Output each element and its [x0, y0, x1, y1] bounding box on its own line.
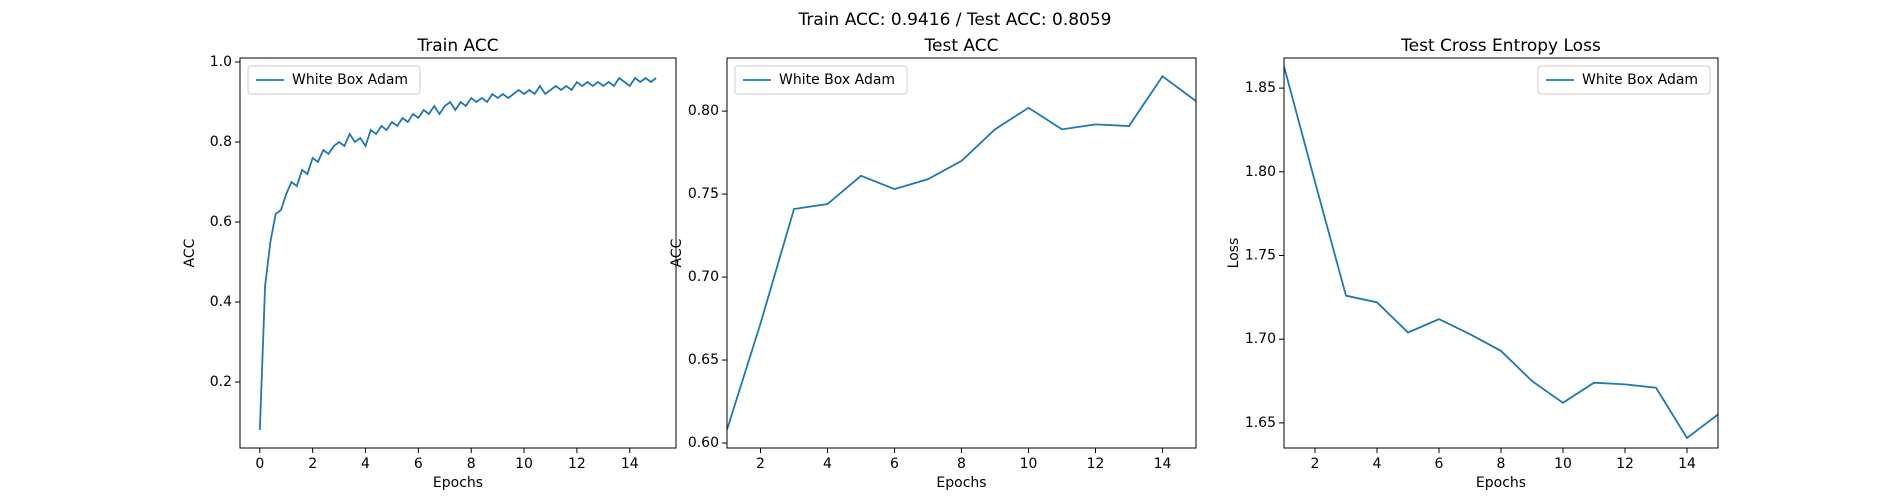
y-tick-label: 0.80: [688, 103, 719, 119]
y-tick-label: 0.65: [688, 352, 719, 368]
y-tick-label: 1.65: [1245, 415, 1276, 431]
y-tick-label: 0.70: [688, 269, 719, 285]
x-tick-label: 12: [568, 456, 586, 472]
y-tick-label: 1.0: [210, 54, 232, 70]
plot-frame: [726, 57, 1197, 449]
x-tick-label: 4: [1373, 456, 1382, 472]
x-tick-label: 14: [1154, 456, 1172, 472]
chart-title: Test ACC: [924, 36, 999, 56]
y-tick-label: 0.8: [210, 134, 232, 150]
x-tick-label: 2: [1311, 456, 1320, 472]
data-line: [1284, 66, 1718, 440]
x-tick-label: 10: [1554, 456, 1572, 472]
y-axis-label: ACC: [182, 238, 198, 267]
plot-frame: [1283, 57, 1719, 449]
legend-label: White Box Adam: [292, 72, 408, 88]
y-tick-label: 1.80: [1245, 164, 1276, 180]
y-tick-label: 0.4: [210, 294, 232, 310]
y-axis-label: ACC: [669, 238, 685, 267]
x-tick-label: 0: [255, 456, 264, 472]
plot-frame: [239, 57, 677, 449]
legend-label: White Box Adam: [779, 72, 895, 88]
x-axis-label: Epochs: [936, 475, 986, 491]
legend-box: [734, 65, 908, 95]
chart-title: Train ACC: [416, 36, 498, 56]
x-tick-label: 6: [1435, 456, 1444, 472]
x-tick-label: 10: [515, 456, 533, 472]
x-tick-label: 2: [308, 456, 317, 472]
x-axis-label: Epochs: [433, 475, 483, 491]
legend-box: [1537, 65, 1711, 95]
x-tick-label: 6: [414, 456, 423, 472]
x-tick-label: 2: [756, 456, 765, 472]
x-tick-label: 12: [1616, 456, 1634, 472]
x-tick-label: 6: [890, 456, 899, 472]
x-axis-label: Epochs: [1476, 475, 1526, 491]
y-tick-label: 0.6: [210, 214, 232, 230]
x-tick-label: 8: [467, 456, 476, 472]
legend-box: [247, 65, 421, 95]
figure-title: Train ACC: 0.9416 / Test ACC: 0.8059: [798, 10, 1112, 30]
y-axis-label: Loss: [1226, 238, 1242, 269]
x-tick-label: 8: [1497, 456, 1506, 472]
data-line: [727, 74, 1196, 431]
y-tick-label: 1.70: [1245, 331, 1276, 347]
x-tick-label: 12: [1087, 456, 1105, 472]
x-tick-label: 8: [957, 456, 966, 472]
data-line: [258, 76, 657, 431]
y-tick-label: 0.2: [210, 374, 232, 390]
y-tick-label: 0.75: [688, 186, 719, 202]
x-tick-label: 14: [1678, 456, 1696, 472]
y-tick-label: 1.75: [1245, 248, 1276, 264]
x-tick-label: 14: [621, 456, 639, 472]
legend-label: White Box Adam: [1582, 72, 1698, 88]
x-tick-label: 4: [361, 456, 370, 472]
chart-title: Test Cross Entropy Loss: [1400, 36, 1601, 56]
y-tick-label: 1.85: [1245, 80, 1276, 96]
y-tick-label: 0.60: [688, 435, 719, 451]
x-tick-label: 4: [823, 456, 832, 472]
x-tick-label: 10: [1020, 456, 1038, 472]
